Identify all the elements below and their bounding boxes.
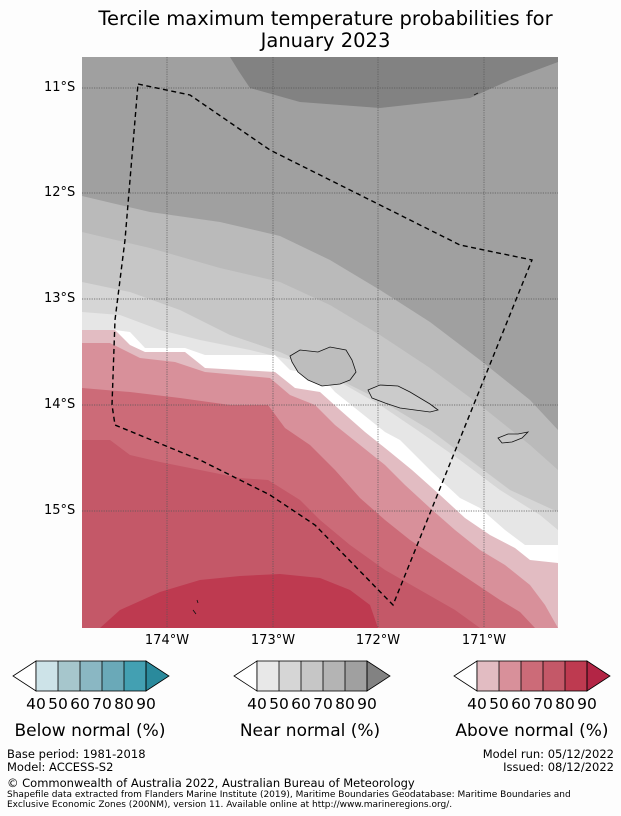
lat-label-12s: 12°S [44, 185, 76, 200]
above-normal-80-region [100, 574, 378, 628]
cbar-below-tick: 40 [26, 695, 46, 713]
cbar-near-tick: 60 [291, 695, 311, 713]
probability-map [82, 57, 558, 628]
cbar-below-seg-40-50 [36, 661, 58, 691]
cbar-near-under [233, 660, 258, 692]
colorbar-below [12, 660, 170, 692]
shapefile-credit-line-1: Shapefile data extracted from Flanders M… [7, 790, 571, 800]
cbar-above-tick: 40 [467, 695, 487, 713]
cbar-near-seg-80-90 [345, 661, 367, 691]
near-normal-90-region [230, 57, 558, 108]
island-tutuila [497, 431, 530, 444]
cbar-below-label: Below normal (%) [14, 721, 166, 741]
cbar-above-seg-60-70 [521, 661, 543, 691]
copyright-text: © Commonwealth of Australia 2022, Austra… [7, 776, 415, 790]
cbar-below-seg-50-60 [58, 661, 80, 691]
cbar-near-over [366, 660, 391, 692]
cbar-near-tick: 90 [357, 695, 377, 713]
cbar-below-tick: 50 [48, 695, 68, 713]
lat-label-11s: 11°S [44, 80, 76, 95]
island-savaii [289, 346, 357, 387]
cbar-above-tick: 90 [577, 695, 597, 713]
cbar-above-seg-70-80 [543, 661, 565, 691]
cbar-above-seg-80-90 [565, 661, 587, 691]
island-small-north [473, 92, 479, 96]
cbar-above-seg-40-50 [477, 661, 499, 691]
cbar-above-tick: 80 [555, 695, 575, 713]
cbar-near-tick: 50 [269, 695, 289, 713]
cbar-near-tick: 40 [247, 695, 267, 713]
cbar-below-tick: 60 [70, 695, 90, 713]
cbar-below-tick: 80 [114, 695, 134, 713]
cbar-below-seg-60-70 [80, 661, 102, 691]
map-title: Tercile maximum temperature probabilitie… [0, 8, 621, 52]
cbar-below-tick: 70 [92, 695, 112, 713]
above-normal-70-region [82, 440, 480, 628]
cbar-below-seg-70-80 [102, 661, 124, 691]
cbar-near-seg-50-60 [279, 661, 301, 691]
cbar-near-seg-60-70 [301, 661, 323, 691]
cbar-above-under [453, 660, 478, 692]
lon-label-172w: 172°W [355, 633, 401, 648]
cbar-above-tick: 50 [489, 695, 509, 713]
colorbar-above [453, 660, 611, 692]
island-upolu [367, 384, 439, 413]
colorbar-near [233, 660, 391, 692]
cbar-below-tick: 90 [136, 695, 156, 713]
cbar-near-seg-40-50 [257, 661, 279, 691]
cbar-near-seg-70-80 [323, 661, 345, 691]
lon-label-173w: 173°W [250, 633, 296, 648]
cbar-near-tick: 70 [313, 695, 333, 713]
cbar-above-tick: 70 [533, 695, 553, 713]
cbar-below-seg-80-90 [124, 661, 146, 691]
base-period-text: Base period: 1981-2018 [7, 747, 146, 761]
lon-label-174w: 174°W [144, 633, 190, 648]
title-line-2: January 2023 [260, 29, 391, 52]
lat-label-14s: 14°S [44, 397, 76, 412]
lat-label-13s: 13°S [44, 291, 76, 306]
lat-label-15s: 15°S [44, 503, 76, 518]
cbar-below-over [145, 660, 170, 692]
cbar-above-label: Above normal (%) [455, 721, 609, 741]
cbar-above-over [586, 660, 611, 692]
cbar-below-under [12, 660, 37, 692]
cbar-near-tick: 80 [335, 695, 355, 713]
lon-label-171w: 171°W [461, 633, 507, 648]
issued-text: Issued: 08/12/2022 [503, 760, 614, 774]
cbar-above-seg-50-60 [499, 661, 521, 691]
island-small-south [192, 599, 199, 615]
eez-boundary [111, 83, 533, 607]
shapefile-credit-line-2: Exclusive Economic Zones (200NM), versio… [7, 800, 453, 810]
title-line-1: Tercile maximum temperature probabilitie… [98, 7, 553, 30]
model-text: Model: ACCESS-S2 [7, 760, 114, 774]
model-run-text: Model run: 05/12/2022 [482, 747, 614, 761]
cbar-above-tick: 60 [511, 695, 531, 713]
cbar-near-label: Near normal (%) [239, 721, 381, 741]
